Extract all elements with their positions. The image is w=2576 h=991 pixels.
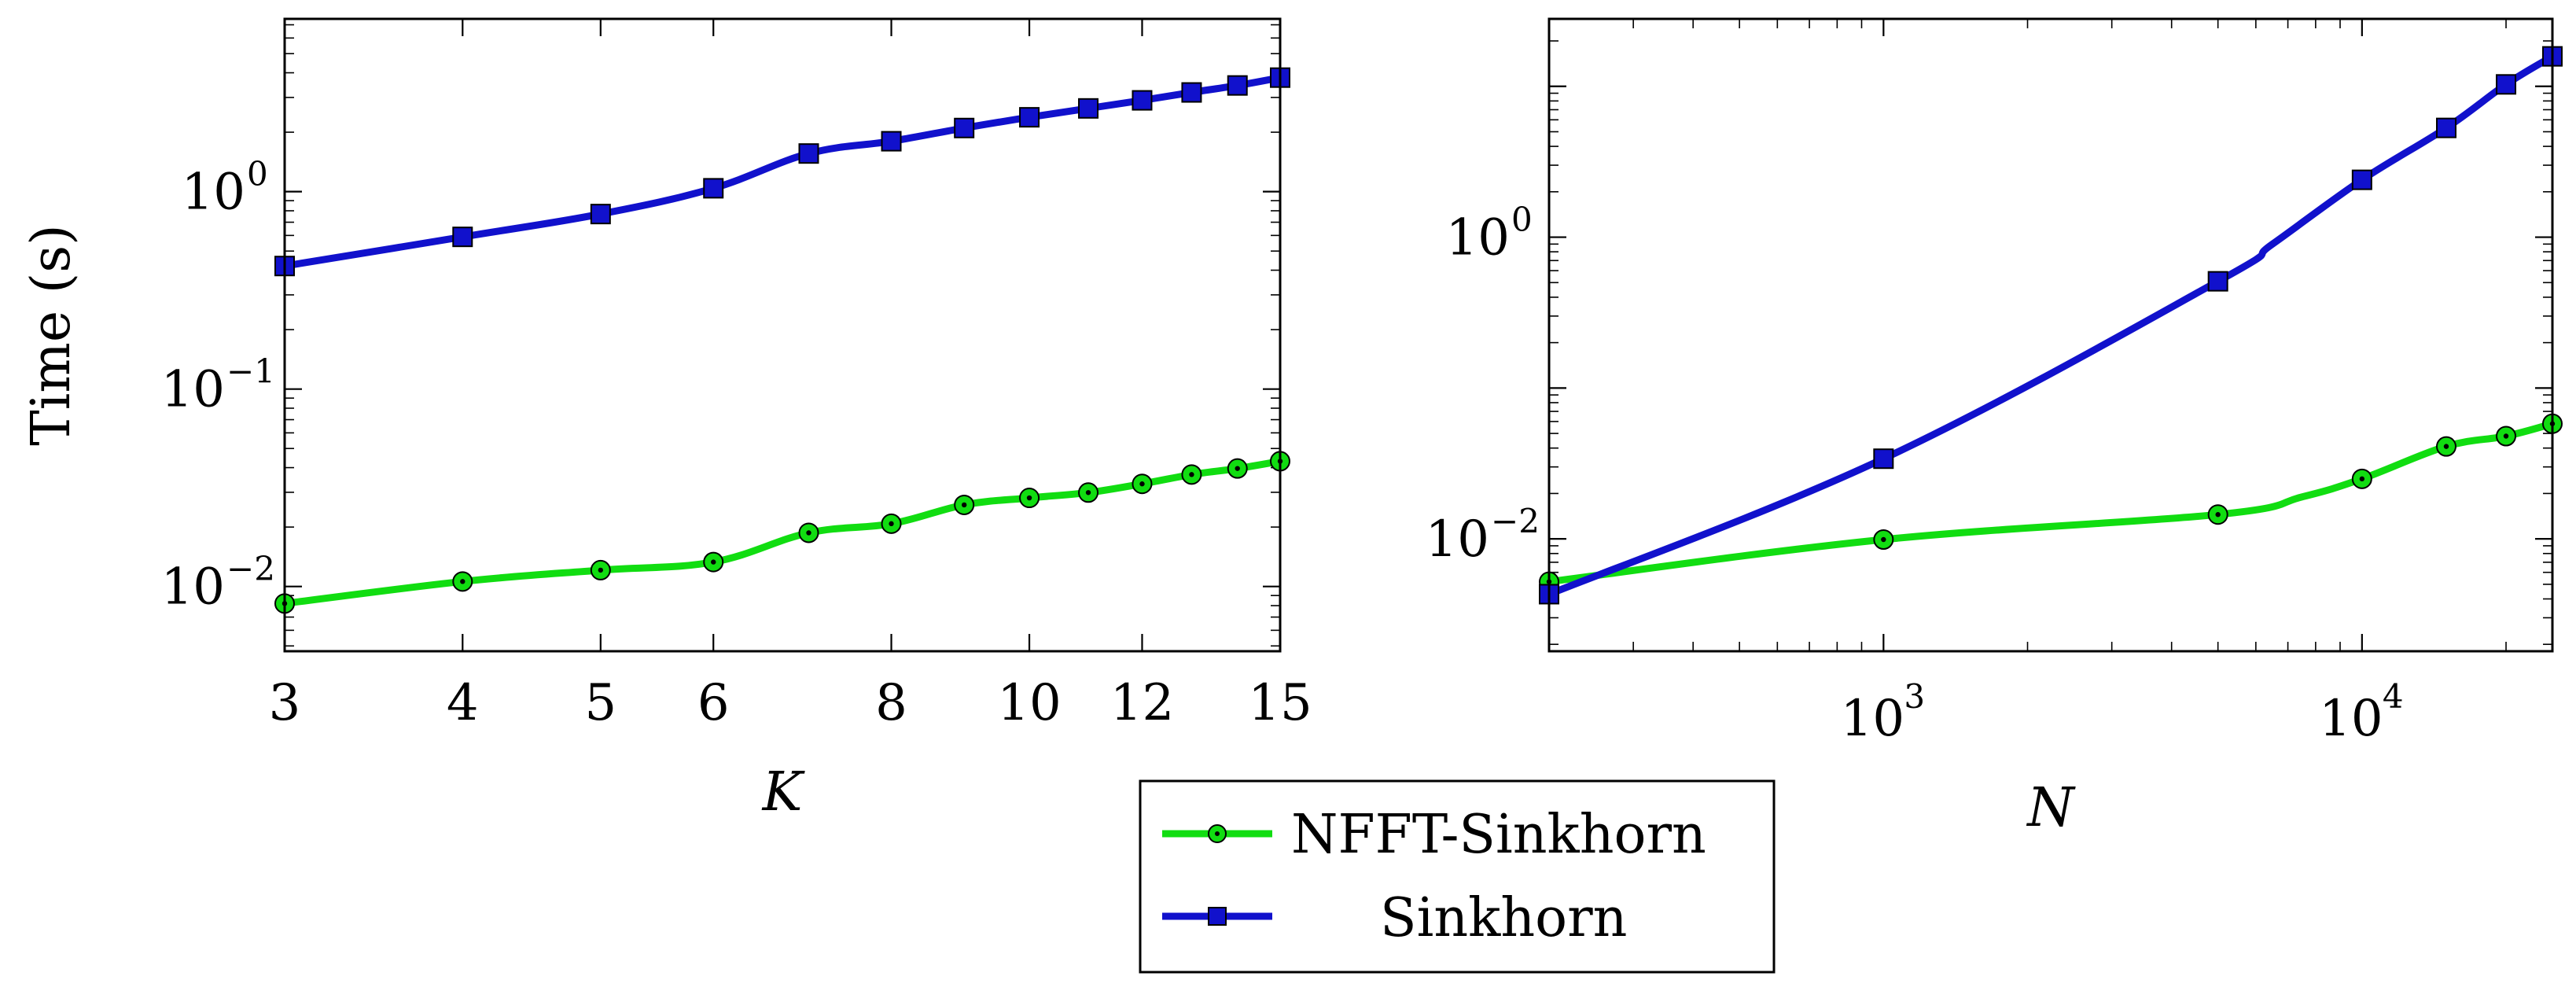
left-y-tick-label: 10 −1 (161, 352, 275, 419)
left-x-tick-label: 10 (997, 674, 1061, 732)
left-y-tick-label-base: 10 (161, 558, 225, 617)
right-point-sinkhorn (2496, 74, 2517, 95)
left-point-nfft-sinkhorn-dot (1235, 466, 1240, 471)
left-y-tick-label: 10 −2 (161, 550, 275, 617)
right-point-nfft-sinkhorn-dot (2359, 476, 2365, 482)
left-point-nfft-sinkhorn-dot (1189, 472, 1194, 477)
legend-label-sinkhorn: Sinkhorn (1380, 887, 1627, 949)
left-x-tick-label: 12 (1110, 674, 1174, 732)
right-y-tick-label-exponent: −2 (1491, 502, 1540, 540)
right-point-nfft-sinkhorn-dot (2443, 444, 2449, 449)
left-point-nfft-sinkhorn-dot (1026, 495, 1032, 501)
legend: NFFT-Sinkhorn Sinkhorn (1139, 779, 1776, 974)
right-y-tick-label: 10 0 (1446, 201, 1533, 267)
left-series-lines (274, 67, 1290, 614)
right-x-tick-label: 10 3 (1841, 677, 1925, 748)
left-point-nfft-sinkhorn-dot (460, 579, 466, 584)
left-point-sinkhorn (798, 143, 819, 164)
right-x-tick-label: 10 4 (2319, 677, 2403, 748)
right-line-nfft-sinkhorn (1545, 420, 2556, 586)
left-point-sinkhorn (1227, 75, 1248, 96)
right-point-sinkhorn (2351, 169, 2372, 190)
left-point-sinkhorn (1019, 107, 1040, 128)
legend-entry-nfft-sinkhorn: NFFT-Sinkhorn (1162, 804, 1706, 866)
legend-box (1139, 779, 1776, 974)
right-y-tick-label-base: 10 (1446, 209, 1510, 267)
left-x-tick-label: 6 (697, 674, 730, 732)
right-series-lines (1539, 46, 2563, 605)
left-point-sinkhorn (703, 178, 724, 199)
left-point-nfft-sinkhorn-dot (1085, 490, 1091, 496)
left-y-tick-label-base: 10 (182, 164, 245, 222)
right-x-tick-label-exponent: 3 (1904, 677, 1925, 716)
chart-panel-time-vs-k: 10−210−110 03 4 5 6 8 10 12 15 K Time (s) (20, 17, 1312, 823)
right-axis-ticks (1548, 19, 2552, 651)
left-point-nfft-sinkhorn-dot (889, 521, 894, 527)
left-point-sinkhorn (881, 131, 902, 152)
right-tick-labels: 10 −210 010 3 10 4 (1426, 201, 2404, 748)
right-line-sinkhorn (1545, 53, 2556, 598)
right-point-sinkhorn (2207, 271, 2228, 292)
right-x-tick-label-base: 10 (2319, 690, 2383, 748)
left-point-nfft-sinkhorn-dot (711, 559, 716, 565)
legend-label-nfft-sinkhorn: NFFT-Sinkhorn (1291, 804, 1706, 866)
right-point-nfft-sinkhorn-dot (2503, 433, 2509, 439)
left-y-tick-label-exponent: 0 (247, 155, 268, 193)
left-point-nfft-sinkhorn-dot (598, 567, 604, 573)
left-x-axis-title: K (761, 761, 806, 823)
right-x-tick-label-base: 10 (1841, 690, 1904, 748)
right-point-sinkhorn (2436, 117, 2457, 138)
left-x-tick-label: 4 (447, 674, 479, 732)
legend-entry-sinkhorn: Sinkhorn (1162, 887, 1627, 949)
left-axis-ticks (283, 19, 1282, 651)
right-y-tick-label-exponent: 0 (1511, 201, 1533, 239)
left-y-tick-label-base: 10 (161, 361, 225, 419)
right-point-nfft-sinkhorn-dot (1881, 536, 1886, 543)
left-point-sinkhorn (1132, 90, 1153, 111)
left-point-sinkhorn (954, 117, 975, 138)
right-x-axis-title: N (2026, 777, 2076, 839)
left-line-sinkhorn (281, 74, 1284, 270)
chart-panel-time-vs-n: 10 −210 010 3 10 4 N (1426, 17, 2563, 839)
left-x-tick-label: 8 (875, 674, 907, 732)
left-x-tick-label: 3 (269, 674, 301, 732)
left-point-nfft-sinkhorn-dot (806, 530, 811, 536)
left-x-tick-label: 5 (584, 674, 616, 732)
right-y-tick-label: 10 −2 (1426, 502, 1540, 569)
right-y-tick-label-base: 10 (1426, 510, 1489, 569)
right-plot-frame (1547, 17, 2554, 653)
left-line-nfft-sinkhorn (281, 457, 1284, 607)
left-point-sinkhorn (1078, 98, 1099, 119)
legend-nfft-marker-dot (1215, 831, 1220, 836)
legend-sinkhorn-marker (1208, 907, 1227, 926)
left-x-tick-label: 15 (1248, 674, 1312, 732)
left-point-sinkhorn (1181, 82, 1202, 103)
right-point-sinkhorn (1873, 448, 1894, 470)
left-tick-labels: 10−210−110 03 4 5 6 8 10 12 15 (161, 155, 1312, 732)
left-plot-frame (283, 17, 1282, 653)
left-point-nfft-sinkhorn-dot (1139, 481, 1145, 487)
right-point-nfft-sinkhorn-dot (2215, 512, 2221, 518)
y-axis-title: Time (s) (20, 224, 83, 445)
left-point-sinkhorn (590, 204, 611, 225)
left-y-tick-label-exponent: −1 (226, 352, 275, 391)
left-y-tick-label: 10 0 (182, 155, 268, 222)
left-y-tick-label-exponent: −2 (226, 550, 275, 588)
left-point-sinkhorn (452, 227, 473, 248)
right-x-tick-label-exponent: 4 (2383, 677, 2404, 716)
left-point-nfft-sinkhorn-dot (961, 502, 967, 508)
